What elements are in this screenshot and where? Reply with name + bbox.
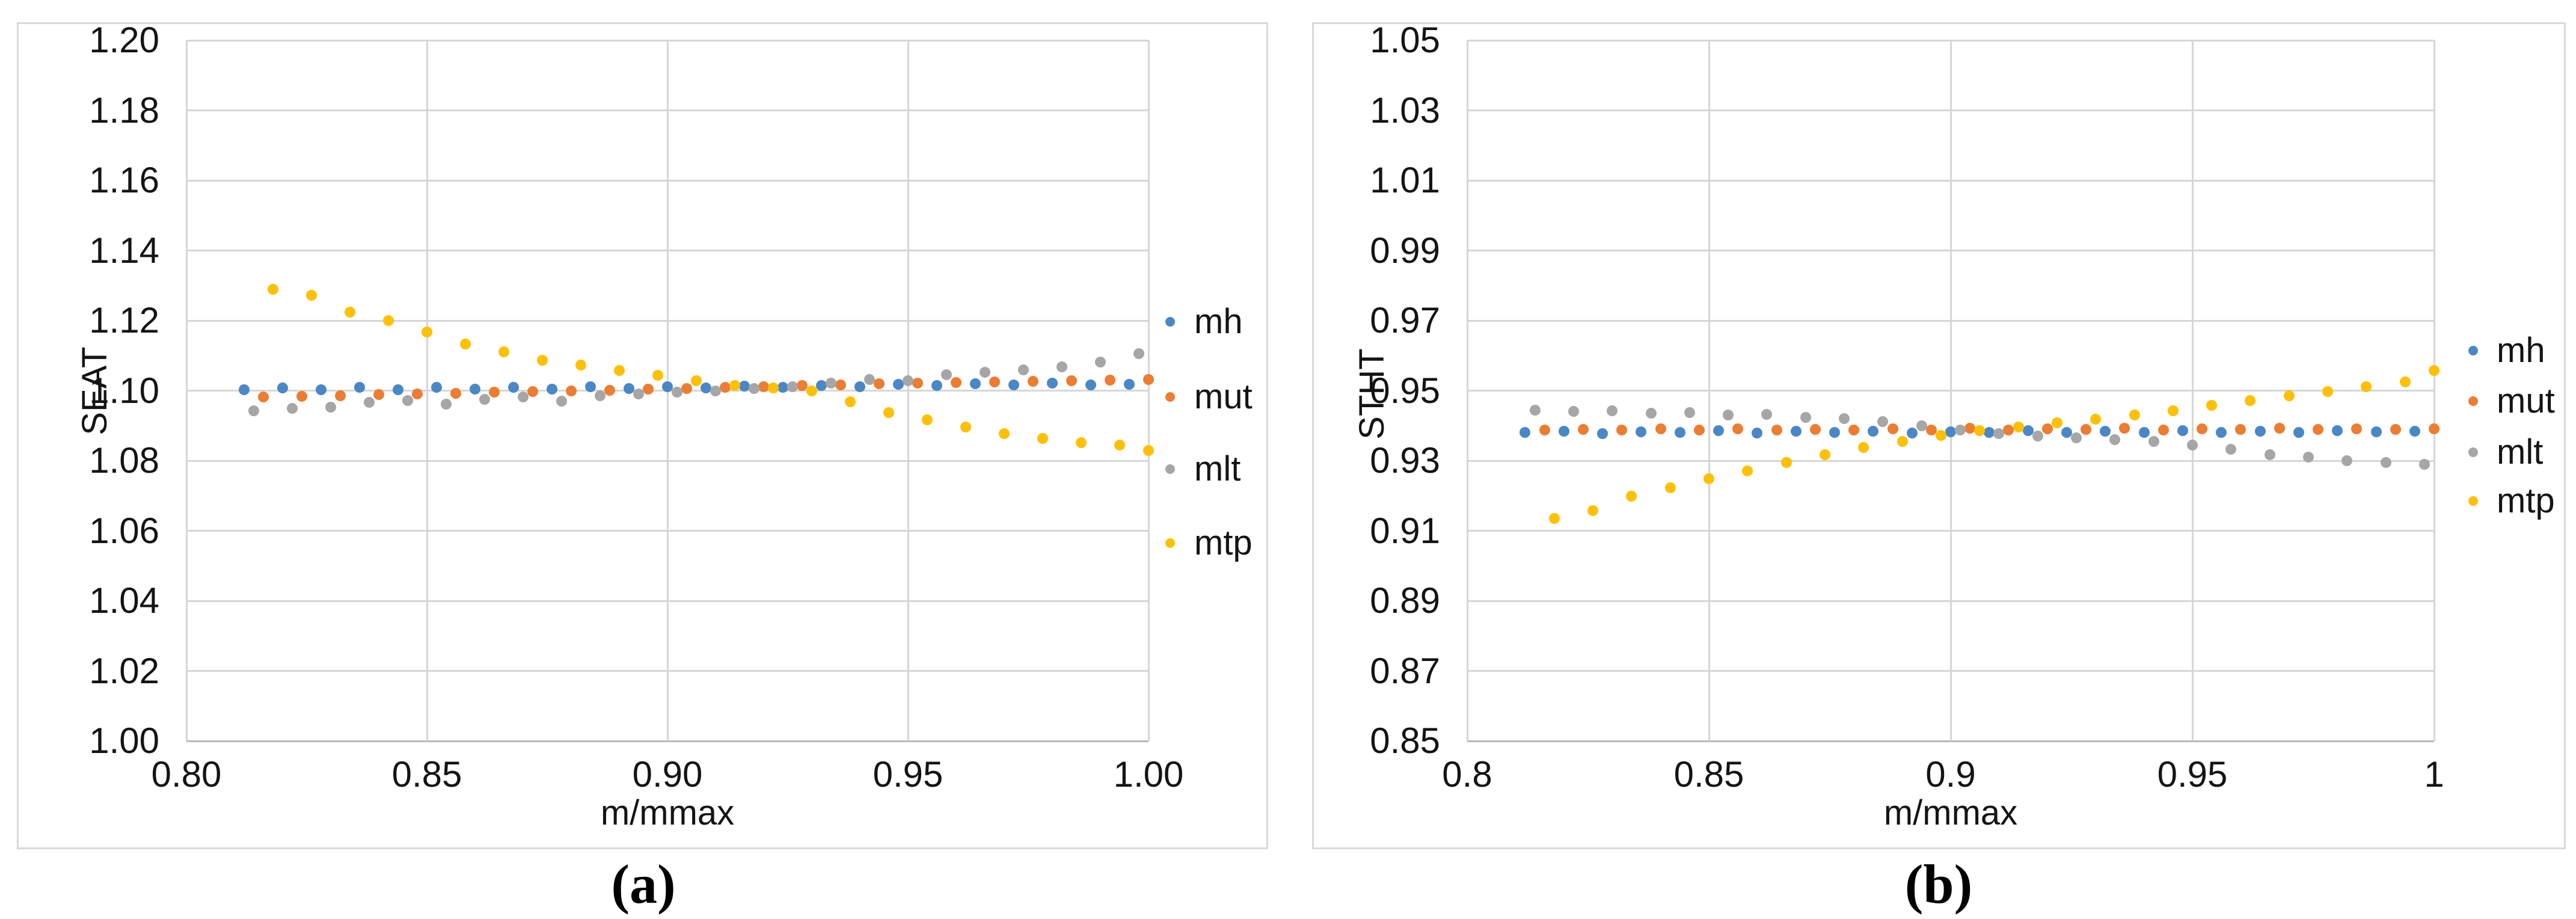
chart-panel-a	[17, 22, 1268, 849]
x-axis-title-b: m/mmax	[1883, 793, 2018, 832]
x-axis-title-a: m/mmax	[600, 793, 735, 832]
chart-panel-b	[1312, 22, 2566, 849]
caption-a: (a)	[611, 853, 676, 915]
caption-b: (b)	[1904, 853, 1973, 915]
y-axis-title-stht: STHT	[1352, 348, 1391, 440]
y-axis-title-seat: SEAT	[75, 346, 114, 435]
